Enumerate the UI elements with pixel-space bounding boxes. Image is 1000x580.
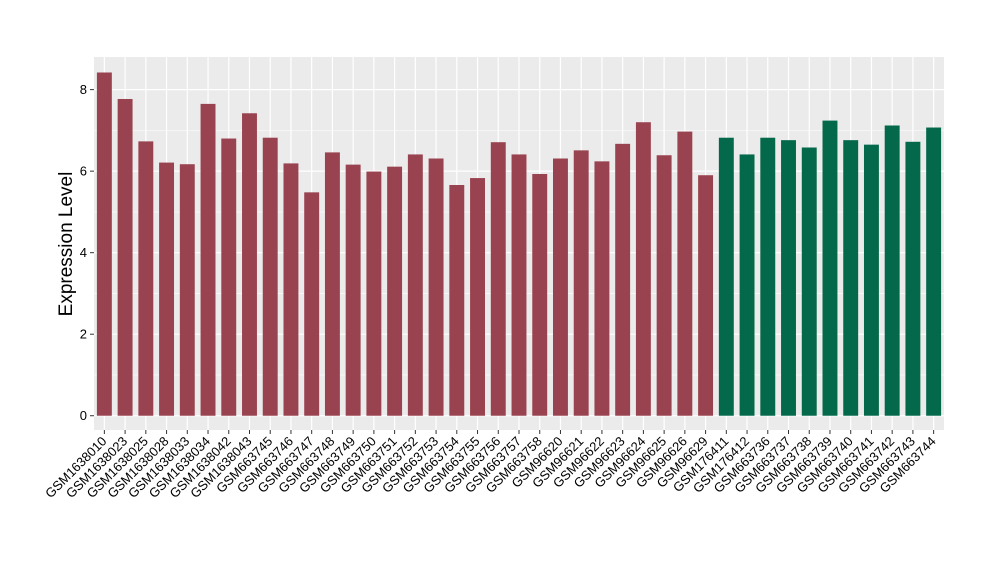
bar bbox=[781, 140, 796, 416]
bar bbox=[449, 185, 465, 416]
bar bbox=[677, 131, 693, 416]
y-tick-label: 8 bbox=[80, 82, 87, 97]
bar bbox=[718, 137, 734, 416]
bar bbox=[96, 72, 112, 416]
bars bbox=[96, 72, 942, 416]
bar bbox=[179, 164, 195, 416]
bar bbox=[200, 103, 216, 416]
bar bbox=[594, 161, 610, 416]
y-tick-label: 6 bbox=[80, 164, 87, 179]
bar bbox=[407, 154, 423, 416]
bar bbox=[324, 152, 340, 416]
bar bbox=[387, 166, 403, 416]
bar bbox=[262, 137, 278, 416]
bar bbox=[345, 164, 361, 416]
y-tick-label: 2 bbox=[80, 327, 87, 342]
y-axis-title: Expression Level bbox=[56, 172, 77, 317]
bar bbox=[615, 143, 631, 416]
bar bbox=[490, 142, 506, 416]
y-tick-label: 4 bbox=[80, 245, 87, 260]
bar bbox=[553, 158, 568, 416]
bar bbox=[926, 127, 942, 416]
bar bbox=[283, 163, 299, 416]
bar bbox=[573, 150, 589, 416]
bar bbox=[801, 147, 817, 416]
y-axis: 0 2 4 6 8 bbox=[80, 82, 94, 423]
bar bbox=[739, 154, 755, 416]
bar bbox=[863, 144, 879, 416]
bar bbox=[884, 125, 900, 416]
bar bbox=[117, 98, 133, 416]
bar bbox=[656, 155, 672, 416]
bar bbox=[532, 173, 548, 416]
bar bbox=[366, 171, 382, 416]
bar bbox=[470, 178, 485, 416]
bar bbox=[159, 162, 175, 416]
bar bbox=[698, 175, 714, 416]
bar bbox=[304, 192, 320, 416]
bar bbox=[843, 140, 859, 416]
y-tick-label: 0 bbox=[80, 408, 87, 423]
bar bbox=[760, 137, 776, 416]
bar bbox=[138, 141, 154, 416]
x-axis: GSM1638010GSM1638023GSM1638025GSM1638028… bbox=[42, 430, 939, 501]
bar bbox=[221, 138, 237, 416]
bar bbox=[822, 120, 838, 416]
bar bbox=[511, 154, 527, 416]
bar bbox=[635, 122, 651, 416]
bar bbox=[905, 141, 921, 416]
bar bbox=[242, 113, 257, 416]
bar bbox=[428, 158, 444, 416]
